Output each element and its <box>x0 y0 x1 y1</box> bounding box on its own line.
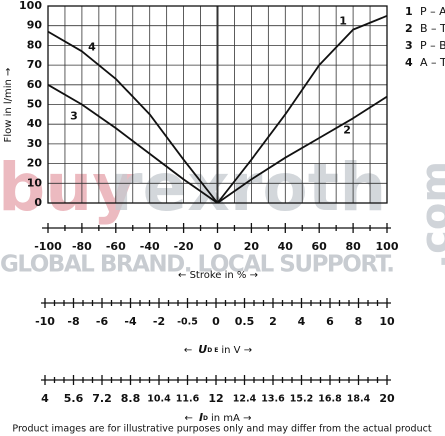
curve-label: 4 <box>88 40 96 53</box>
scale-tick-label: 8.8 <box>121 392 141 405</box>
scale-tick-label: 12.4 <box>233 394 257 405</box>
y-axis-title: Flow in l/min → <box>3 68 14 143</box>
flow-curve <box>47 84 219 204</box>
legend-label: A – T <box>420 56 445 69</box>
scale-tick-label: 10 <box>379 315 395 328</box>
scale-tick-label: 16.8 <box>318 394 342 405</box>
x-tick-label: 100 <box>376 240 399 253</box>
x-tick-label: 60 <box>312 240 328 253</box>
scale-tick-label: -4 <box>124 315 137 328</box>
legend-label: P – B <box>420 39 445 52</box>
y-tick-label: 80 <box>27 38 43 51</box>
y-tick-label: 50 <box>27 98 43 111</box>
scale-title: ← ID in mA → <box>185 411 252 424</box>
scale-tick-label: 4 <box>41 392 49 405</box>
curve-label: 2 <box>343 123 351 136</box>
scale-tick-label: 20 <box>379 392 395 405</box>
scale-tick-label: -8 <box>67 315 79 328</box>
scale-title-symbol: U <box>198 343 207 356</box>
flow-curve <box>216 15 388 204</box>
scale-tick-label: 2 <box>269 315 277 328</box>
flow-curve <box>216 95 388 204</box>
scale-title-subscript: D E <box>207 347 218 354</box>
x-tick-label: -40 <box>140 240 160 253</box>
scale-tick-label: -10 <box>35 315 55 328</box>
scale-title-arrow: ← <box>185 413 193 424</box>
scale-tick-label: 12 <box>208 392 223 405</box>
watermark-slogan: GLOBAL BRAND. LOCAL SUPPORT. <box>0 252 395 278</box>
legend-number: 2 <box>405 22 413 35</box>
watermark: buy rexroth GLOBAL BRAND. LOCAL SUPPORT.… <box>0 149 445 277</box>
watermark-brand: buy <box>0 149 135 226</box>
scale-title-unit: in V → <box>221 345 252 356</box>
scale-title-unit: in mA → <box>211 413 251 424</box>
scale-title-arrow: ← <box>184 345 192 356</box>
y-tick-label: 20 <box>27 157 43 170</box>
x-tick-label: -20 <box>174 240 194 253</box>
x-tick-label: -60 <box>106 240 126 253</box>
scale-tick-label: 11.6 <box>176 394 200 405</box>
y-tick-label: 0 <box>34 196 42 209</box>
scale-tick-label: 6 <box>326 315 334 328</box>
x-tick-label: 80 <box>345 240 361 253</box>
curve-label: 1 <box>339 15 347 28</box>
y-tick-label: 90 <box>27 19 43 32</box>
scale-tick-label: 18.4 <box>347 394 371 405</box>
curve-label: 3 <box>70 110 78 123</box>
x-tick-label: 20 <box>244 240 260 253</box>
x-tick-label: 0 <box>214 240 222 253</box>
scale-tick-label: 5.6 <box>64 392 84 405</box>
watermark-brand: rexroth <box>110 149 386 226</box>
flow-curve <box>47 30 219 204</box>
y-tick-label: 100 <box>19 0 42 12</box>
scale-tick-label: 7.2 <box>92 392 112 405</box>
scale-tick-label: 4 <box>298 315 306 328</box>
legend-label: P – A <box>420 5 445 18</box>
y-tick-label: 30 <box>27 137 43 150</box>
scale-tick-label: 0 <box>212 315 220 328</box>
disclaimer: Product images are for illustrative purp… <box>12 424 431 435</box>
scale-title-symbol: I <box>199 411 203 424</box>
y-tick-label: 70 <box>27 58 43 71</box>
legend-label: B – T <box>420 22 445 35</box>
y-tick-label: 40 <box>27 117 43 130</box>
scale-tick-label: 15.2 <box>290 394 313 405</box>
scale-tick-label: 0.5 <box>235 315 255 328</box>
x-tick-label: -100 <box>34 240 62 253</box>
scale-tick-label: -0.5 <box>177 317 198 328</box>
scale-title-subscript: D <box>203 415 208 422</box>
x-axis-title: ← Stroke in % → <box>178 270 258 281</box>
x-tick-label: -80 <box>72 240 92 253</box>
scale-tick-label: 13.6 <box>261 394 285 405</box>
scale-tick-label: 8 <box>355 315 363 328</box>
scale-tick-label: 10.4 <box>147 394 171 405</box>
y-tick-label: 60 <box>27 78 43 91</box>
x-tick-label: 40 <box>278 240 294 253</box>
legend-number: 4 <box>405 56 413 69</box>
legend-number: 1 <box>405 5 413 18</box>
scale-tick-label: -6 <box>96 315 109 328</box>
scale-tick-label: -2 <box>153 315 165 328</box>
legend-number: 3 <box>405 39 413 52</box>
y-tick-label: 10 <box>27 176 43 189</box>
watermark-domain: .com <box>413 161 445 269</box>
